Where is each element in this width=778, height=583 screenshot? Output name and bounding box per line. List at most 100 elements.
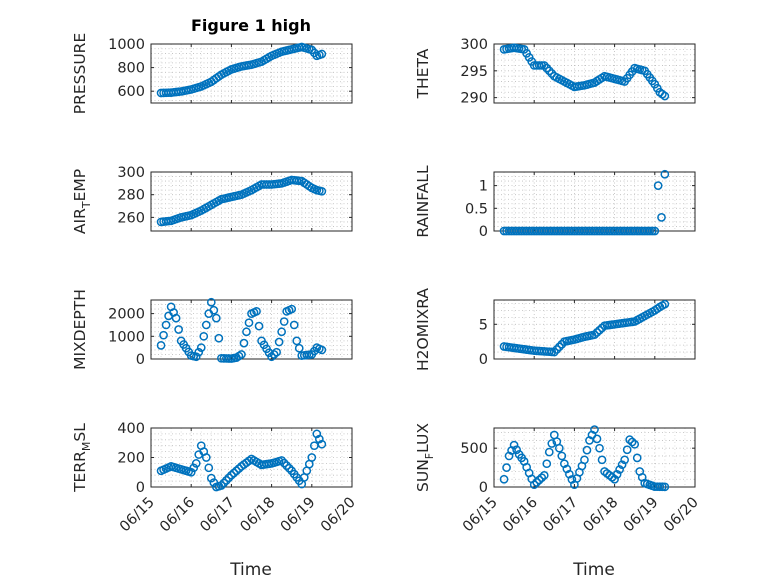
x-axis-label-right: Time [572, 560, 615, 580]
x-tick-label: 06/18 [581, 495, 622, 536]
data-point [580, 455, 589, 465]
data-point [161, 320, 171, 330]
data-points [156, 429, 327, 492]
data-point [625, 435, 635, 444]
data-point [660, 169, 670, 179]
data-point [156, 341, 166, 350]
data-point [650, 226, 660, 236]
data-point [232, 466, 241, 476]
data-point [279, 317, 289, 326]
data-point [312, 429, 322, 439]
panel-air-temp: 260 280 300 AIRTEMP [71, 165, 353, 234]
data-point [189, 463, 199, 473]
data-point [544, 447, 554, 457]
data-point [201, 453, 211, 462]
data-point [549, 347, 559, 357]
data-points [499, 425, 670, 492]
data-point [622, 445, 632, 455]
y-axis-label: MIXDEPTH [71, 289, 89, 370]
y-tick-label: 400 [117, 421, 145, 437]
data-point [534, 475, 544, 485]
data-point [542, 63, 552, 73]
x-tick-label: 06/19 [278, 495, 319, 536]
data-point [660, 91, 670, 101]
y-tick-label: 500 [460, 441, 488, 457]
data-point [610, 474, 619, 484]
data-point [171, 313, 181, 323]
axes-box [493, 43, 696, 104]
data-point [539, 471, 549, 480]
data-point [239, 338, 249, 348]
data-point [590, 330, 599, 340]
x-tick-label: 06/15 [117, 495, 158, 536]
panel-sun-flux: 0 500 06/15 06/16 06/17 06/18 06/19 06/20 SUNFLU… [414, 423, 702, 536]
data-points [156, 297, 327, 363]
data-point [199, 331, 209, 341]
y-axis-label: AIRTEMP [71, 169, 93, 234]
axes-box [150, 43, 353, 104]
x-tick-label: 06/20 [661, 495, 702, 536]
data-point [279, 458, 289, 468]
data-point [284, 463, 294, 473]
x-tick-label: 06/20 [318, 495, 359, 536]
data-points [499, 169, 670, 236]
y-axis-label: THETA [414, 48, 432, 99]
data-points [156, 175, 327, 227]
y-tick-label: 1 [479, 179, 488, 195]
axes-box [150, 171, 353, 232]
data-point [660, 482, 670, 492]
data-point [219, 478, 229, 488]
y-tick-label: 2000 [108, 307, 145, 323]
y-tick-label: 300 [460, 37, 488, 53]
y-tick-label: 1000 [108, 329, 145, 345]
y-tick-label: 600 [117, 84, 145, 100]
data-point [277, 456, 286, 465]
data-point [317, 186, 327, 196]
y-tick-label: 300 [117, 165, 145, 181]
data-point [204, 463, 214, 473]
y-tick-label: 5 [479, 317, 488, 333]
panel-terr-msl: 0 200 400 06/15 06/16 06/17 06/18 06/19 06/20 TER… [71, 421, 359, 535]
data-point [590, 425, 599, 434]
data-point [544, 66, 554, 76]
data-point [211, 313, 221, 323]
data-point [307, 453, 317, 462]
panel-pressure: 600 800 1000 PRESSURE [71, 33, 353, 114]
data-point [209, 305, 219, 315]
y-tick-label: 800 [117, 61, 145, 77]
data-point [529, 480, 539, 490]
figure-title: Figure 1 high [191, 16, 311, 35]
x-tick-label: 06/18 [238, 495, 279, 536]
data-point [615, 465, 624, 474]
data-point [227, 470, 236, 480]
data-points [499, 299, 670, 357]
data-point [499, 474, 509, 484]
data-point [274, 337, 284, 347]
data-point [509, 440, 519, 450]
data-point [557, 451, 567, 461]
data-points [156, 42, 327, 98]
axes-box [150, 299, 353, 360]
data-point [542, 459, 552, 469]
data-point [254, 321, 264, 331]
data-point [653, 181, 663, 190]
data-point [630, 439, 640, 449]
data-point [217, 481, 226, 490]
data-point [237, 350, 246, 359]
data-point [627, 437, 637, 447]
y-tick-label: 0 [136, 480, 145, 496]
data-point [657, 213, 666, 222]
panel-h2omixra: 0 5 H2OMIXRA [414, 288, 696, 371]
y-axis-label: SUNFLUX [414, 423, 436, 492]
y-tick-label: 290 [460, 91, 488, 107]
y-axis-label: RAINFALL [414, 165, 432, 238]
data-point [532, 477, 542, 487]
y-tick-label: 260 [117, 210, 145, 226]
data-point [214, 333, 224, 343]
data-point [595, 443, 604, 453]
y-tick-label: 0 [136, 352, 145, 368]
x-tick-label: 06/16 [157, 495, 198, 536]
data-point [582, 445, 592, 455]
plot-area [493, 171, 696, 232]
